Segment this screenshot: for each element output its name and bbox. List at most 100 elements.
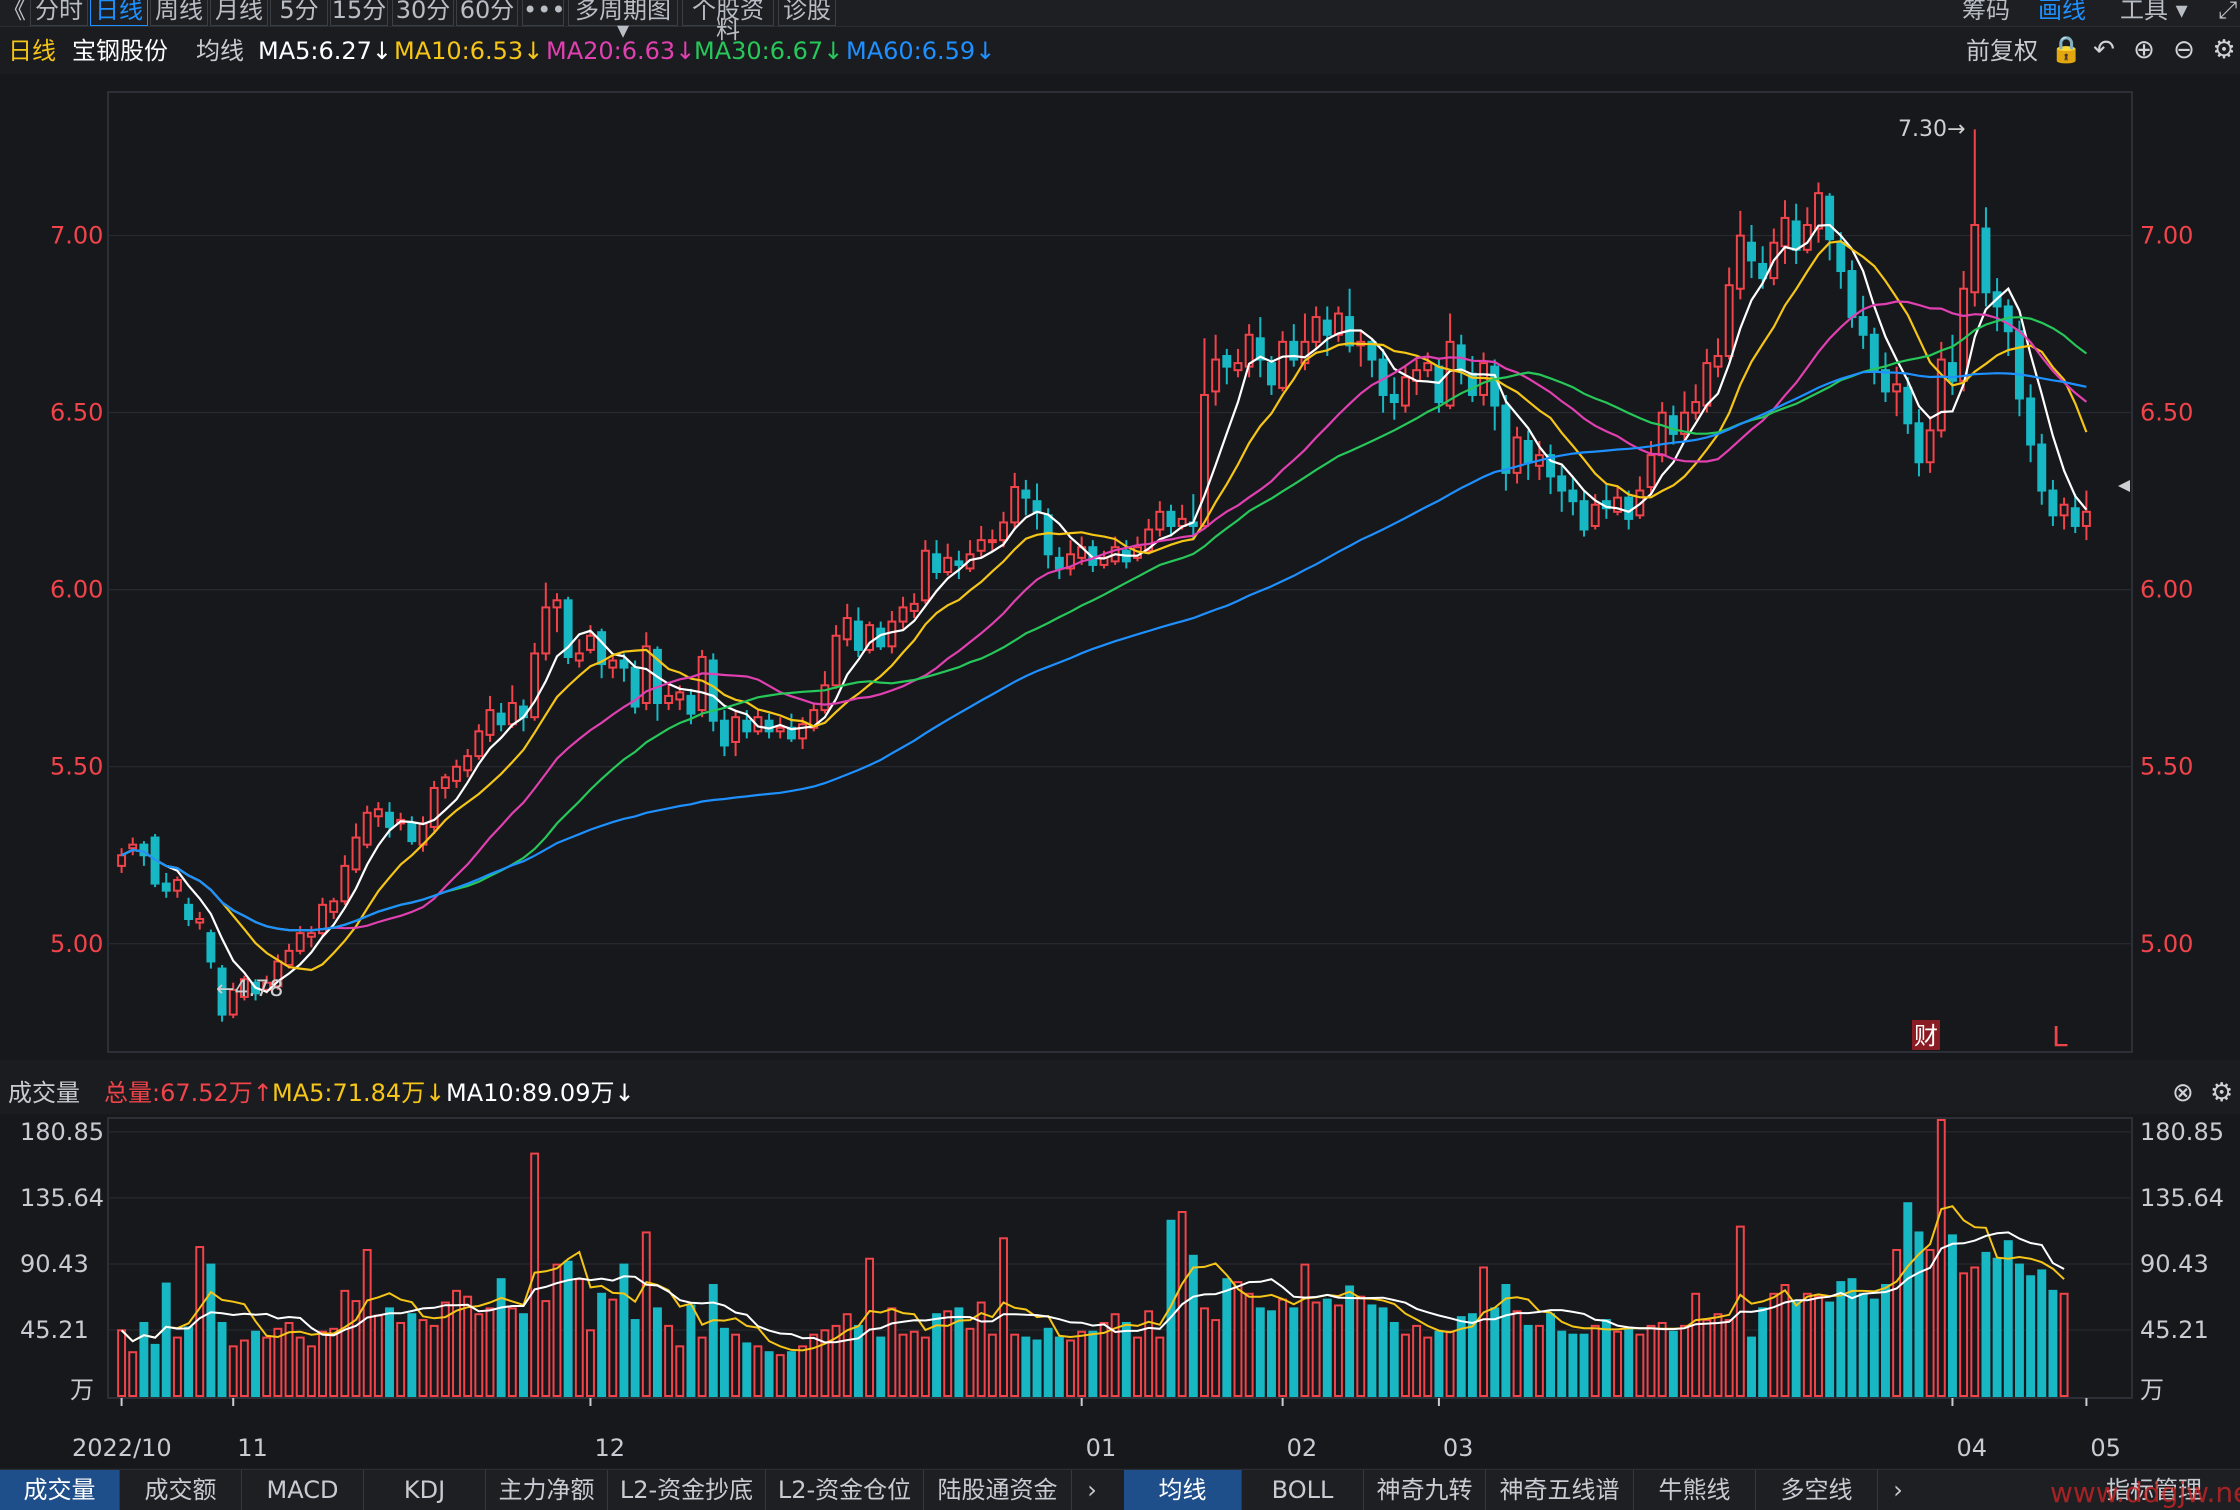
volume-bar[interactable] [1434,1330,1444,1397]
tab-30min[interactable]: 30分 [392,0,454,26]
volume-bar[interactable] [1445,1330,1455,1397]
lock-icon[interactable]: 🔒 [2050,35,2083,65]
volume-bar[interactable] [541,1300,551,1397]
volume-bar[interactable] [150,1343,160,1397]
volume-bar[interactable] [608,1298,618,1397]
volume-bar[interactable] [1914,1231,1924,1397]
volume-bar[interactable] [1959,1272,1969,1397]
candle-body[interactable] [407,822,417,843]
candle-body[interactable] [842,617,852,641]
volume-bar[interactable] [1077,1330,1087,1397]
volume-bar[interactable] [641,1231,651,1397]
ma-label[interactable]: 均线 [196,37,244,65]
candle-body[interactable] [898,606,908,623]
volume-bar[interactable] [630,1319,640,1397]
candle-body[interactable] [496,712,506,726]
candle-body[interactable] [1680,411,1689,435]
tab-daily[interactable]: 日线 [90,0,148,26]
candle-body[interactable] [798,723,808,740]
candle-body[interactable] [172,879,182,892]
candle-body[interactable] [1892,383,1902,393]
candle-body[interactable] [1747,241,1756,262]
undo-icon[interactable]: ↶ [2093,35,2115,65]
volume-bar[interactable] [809,1333,819,1398]
volume-bar[interactable] [1936,1119,1946,1397]
volume-bar[interactable] [1836,1281,1846,1398]
candle-body[interactable] [1010,486,1020,524]
candle-body[interactable] [1434,365,1444,404]
candle-body[interactable] [909,602,919,612]
volume-bar[interactable] [708,1284,718,1397]
candle-body[interactable] [217,967,227,1016]
volume-bar[interactable] [228,1345,238,1398]
volume-bar[interactable] [1534,1324,1544,1397]
volume-bar[interactable] [1825,1301,1835,1398]
volume-bar[interactable] [1769,1292,1779,1397]
volume-bar[interactable] [139,1321,149,1398]
candle-body[interactable] [128,843,138,850]
candle-body[interactable] [1367,340,1377,361]
volume-bar[interactable] [1389,1321,1399,1398]
volume-bar[interactable] [1869,1298,1879,1397]
candle-body[interactable] [954,560,964,566]
volume-bar[interactable] [1590,1324,1600,1397]
stock-profile-button[interactable]: 个股资料 [682,0,774,42]
zoom-out-icon[interactable]: ⊖ [2173,35,2195,65]
volume-bar[interactable] [719,1327,729,1397]
volume-bar[interactable] [965,1327,975,1397]
candle-body[interactable] [295,932,305,952]
tab-60min[interactable]: 60分 [456,0,518,26]
candle-body[interactable] [1936,358,1946,432]
candle-body[interactable] [1668,415,1678,435]
volume-bar[interactable] [876,1336,886,1397]
candle-body[interactable] [429,786,439,828]
volume-bar[interactable] [373,1314,383,1397]
volume-bar[interactable] [1568,1333,1578,1398]
candle-body[interactable] [719,719,729,747]
volume-bar[interactable] [1557,1330,1567,1397]
volume-bar[interactable] [652,1307,662,1397]
tab-macd[interactable]: MACD [242,1470,364,1510]
volume-bar[interactable] [909,1330,919,1397]
candle-body[interactable] [552,599,562,609]
candle-body[interactable] [1155,510,1165,531]
candle-body[interactable] [731,716,741,743]
candle-body[interactable] [1211,358,1221,393]
candle-body[interactable] [1735,234,1745,290]
volume-bar[interactable] [1490,1307,1500,1397]
volume-bar[interactable] [1646,1324,1656,1397]
adjust-dropdown[interactable]: 前复权 [1966,37,2038,65]
candle-body[interactable] [273,960,283,988]
candle-body[interactable] [641,645,651,705]
volume-bar[interactable] [172,1336,182,1397]
candle-body[interactable] [809,709,819,729]
tab-five-lines[interactable]: 神奇五线谱 [1486,1470,1634,1510]
candle-body[interactable] [1881,369,1890,393]
volume-bar[interactable] [1780,1284,1790,1397]
candle-body[interactable] [1914,422,1924,464]
volume-bar[interactable] [1881,1284,1890,1397]
volume-bar[interactable] [429,1324,439,1397]
candle-body[interactable] [1758,262,1768,280]
draw-button[interactable]: 画线 [2038,0,2086,24]
volume-bar[interactable] [1713,1313,1723,1398]
candle-body[interactable] [239,978,249,998]
price-panel[interactable]: 7.00 7.00 6.50 6.50 6.00 6.00 5.50 5.50 5.00 5.00… [0,74,2240,1060]
candle-body[interactable] [987,539,997,544]
volume-panel[interactable]: 180.85 180.85 135.64 135.64 90.43 90.43 45.21 4… [0,1114,2240,1468]
volume-bar[interactable] [1847,1278,1857,1397]
candle-body[interactable] [1557,475,1567,492]
volume-bar[interactable] [1680,1324,1689,1397]
volume-bar[interactable] [1501,1284,1511,1397]
volume-bar[interactable] [742,1342,752,1398]
candle-body[interactable] [1333,312,1343,336]
volume-bar[interactable] [351,1300,361,1397]
candle-body[interactable] [1691,401,1701,414]
volume-bar[interactable] [418,1319,428,1397]
volume-bar[interactable] [1278,1298,1288,1397]
candle-body[interactable] [775,726,785,733]
candle-body[interactable] [1613,496,1622,513]
candle-body[interactable] [608,659,618,669]
candle-body[interactable] [1579,500,1589,531]
volume-bar[interactable] [1791,1301,1801,1398]
